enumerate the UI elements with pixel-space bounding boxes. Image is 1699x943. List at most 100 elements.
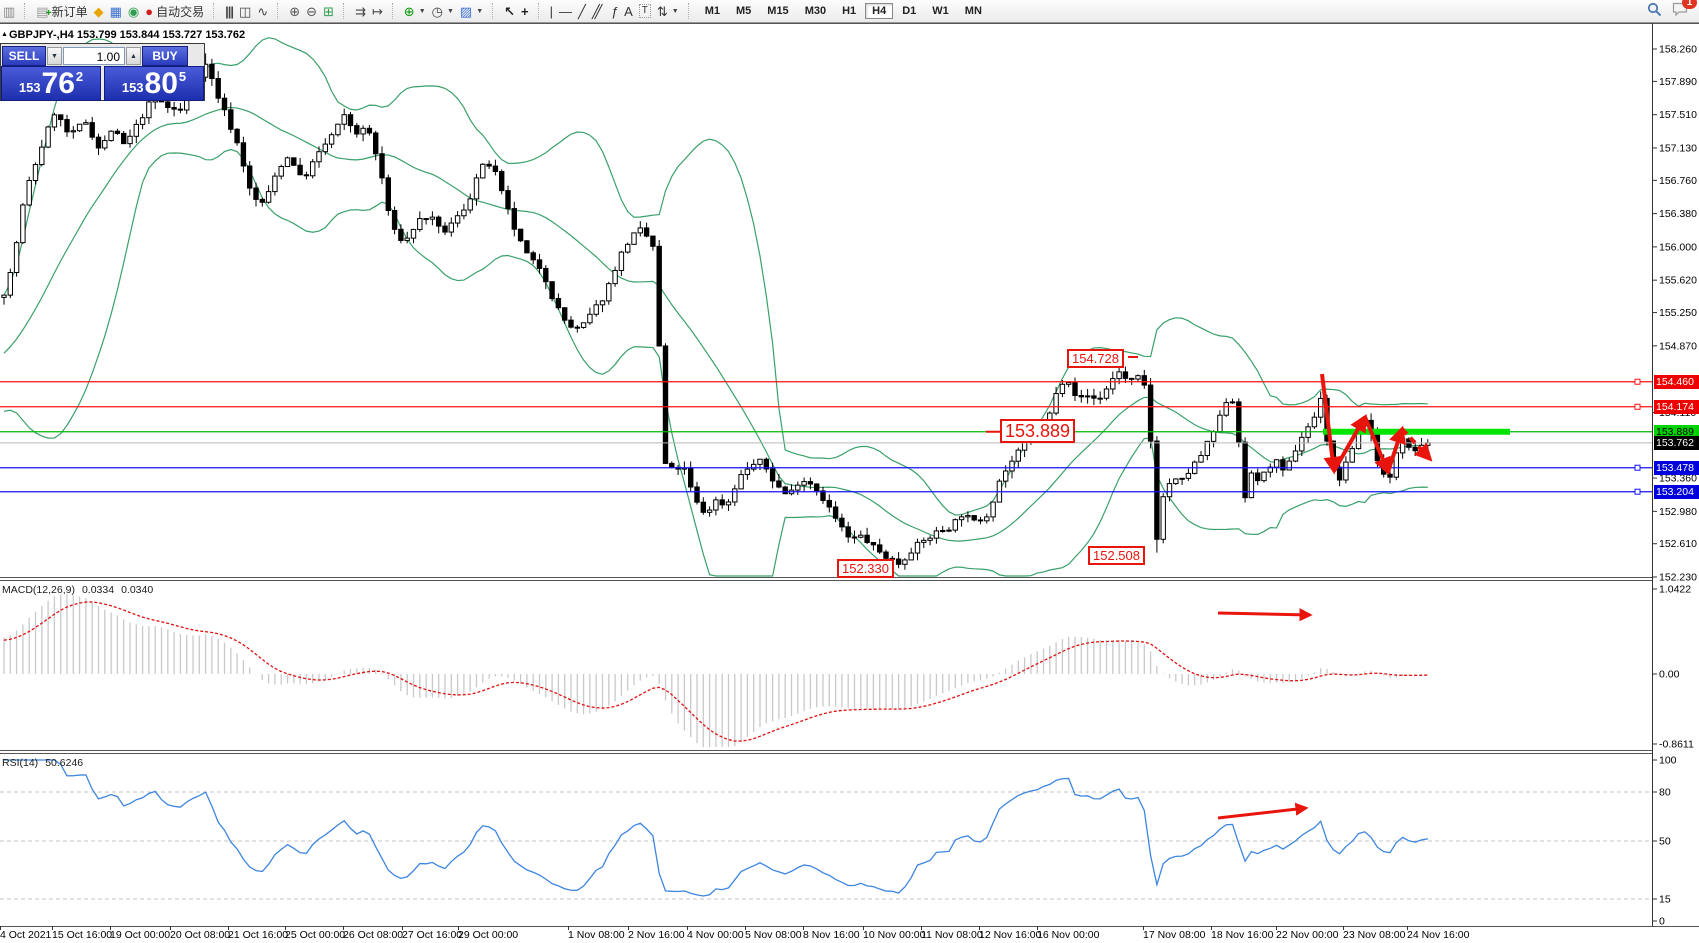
app-icon[interactable]: ▥ (0, 2, 18, 21)
callout-key-level[interactable]: 153.889 (1000, 419, 1076, 443)
toolbar-separator (24, 3, 29, 19)
callout-swing-low-2[interactable]: 152.508 (1088, 546, 1145, 565)
buy-price-big: 80 (144, 66, 178, 100)
navigator-button[interactable]: ◉ (125, 2, 142, 21)
symbol-ohlc-line: GBPJPY-,H4 153.799 153.844 153.727 153.7… (9, 29, 246, 41)
horizontal-line-icon: — (559, 3, 573, 19)
tab-m1[interactable]: M1 (704, 5, 720, 17)
line-chart-icon: ∿ (257, 3, 269, 19)
svg-text:23 Nov 08:00: 23 Nov 08:00 (1343, 929, 1406, 941)
tab-w1[interactable]: W1 (932, 5, 949, 17)
svg-text:24 Nov 16:00: 24 Nov 16:00 (1407, 929, 1470, 941)
svg-text:12 Nov 16:00: 12 Nov 16:00 (979, 929, 1042, 941)
text-icon: A (624, 3, 633, 19)
buy-price-panel[interactable]: 153 80 5 (104, 66, 204, 101)
svg-text:4 Oct 2021: 4 Oct 2021 (0, 929, 52, 941)
candlestick-button[interactable]: ◫ (236, 2, 254, 21)
svg-text:152.610: 152.610 (1659, 538, 1697, 550)
cursor-tool-button[interactable]: ↖ (501, 2, 518, 21)
volume-up-button[interactable]: ▲ (126, 46, 141, 65)
trade-panel-row: SELL ▼ 1.00 ▲ BUY (1, 44, 204, 66)
hline-tool-button[interactable]: — (556, 2, 575, 21)
auto-scroll-icon: ⇉ (354, 3, 366, 19)
text-label-icon: T (638, 4, 651, 18)
new-order-label: 新订单 (51, 4, 88, 19)
tab-m5[interactable]: M5 (736, 5, 752, 17)
auto-scroll-button[interactable]: ⇉ (352, 2, 369, 21)
arrows-icon: ⇅ (656, 3, 668, 19)
templates-button[interactable]: ▨ ▼ (457, 2, 486, 21)
navigator-icon: ◉ (127, 3, 140, 19)
label-tool-button[interactable]: T (636, 2, 654, 21)
periods-button[interactable]: ◷ ▼ (429, 2, 457, 21)
sell-button[interactable]: SELL (2, 45, 46, 66)
svg-text:156.380: 156.380 (1659, 208, 1697, 220)
chevron-down-icon: ▼ (476, 7, 484, 15)
svg-text:157.510: 157.510 (1659, 109, 1697, 121)
macd-value-main: 0.0334 (81, 584, 115, 596)
arrows-tool-button[interactable]: ⇅ ▼ (654, 2, 682, 21)
trendline-tool-button[interactable]: ╱ (575, 2, 589, 21)
sell-price-panel[interactable]: 153 76 2 (1, 66, 101, 101)
toolbar-separator (537, 3, 543, 19)
svg-text:157.890: 157.890 (1659, 76, 1697, 88)
svg-text:20 Oct 08:00: 20 Oct 08:00 (170, 929, 230, 941)
market-watch-icon: ▦ (109, 3, 122, 19)
text-tool-button[interactable]: A (621, 2, 636, 21)
callout-swing-low-1[interactable]: 152.330 (837, 559, 894, 578)
macd-trend-arrow (1217, 608, 1313, 622)
tab-d1[interactable]: D1 (902, 5, 917, 17)
svg-text:15 Oct 16:00: 15 Oct 16:00 (52, 929, 112, 941)
tab-h1[interactable]: H1 (842, 5, 857, 17)
indicators-button[interactable]: ⊕ ▼ (401, 2, 429, 21)
market-watch-button[interactable]: ▦ (107, 2, 125, 21)
toolbar-separator (342, 3, 348, 19)
zoom-out-button[interactable]: ⊖ (303, 2, 320, 21)
volume-input[interactable]: 1.00 (63, 46, 125, 65)
styler-button[interactable]: ◆ (91, 2, 107, 21)
search-icon (1647, 2, 1662, 17)
toolbar-separator (687, 3, 693, 19)
svg-text:15: 15 (1659, 894, 1671, 906)
crosshair-tool-button[interactable]: + (518, 2, 532, 21)
buy-button[interactable]: BUY (142, 45, 188, 66)
tab-h4[interactable]: H4 (865, 3, 894, 19)
volume-down-button[interactable]: ▼ (47, 46, 62, 65)
toolbar-separator (277, 3, 282, 19)
vline-tool-button[interactable]: | (547, 2, 556, 21)
axis-badge-key-level: 153.889 (1654, 424, 1699, 439)
channel-tool-button[interactable]: ╱╱ (589, 2, 608, 21)
svg-text:25 Oct 00:00: 25 Oct 00:00 (285, 929, 345, 941)
fibonacci-tool-button[interactable]: ƒ (608, 2, 621, 21)
tab-mn[interactable]: MN (964, 5, 982, 17)
buy-price-sup: 5 (178, 69, 187, 84)
new-order-icon: ▤ + (36, 3, 52, 19)
template-icon: ▨ (459, 3, 473, 19)
zoom-in-button[interactable]: ⊕ (286, 2, 303, 21)
zoom-in-icon: ⊕ (289, 3, 301, 19)
chart-shift-button[interactable]: ↦ (369, 2, 386, 21)
tab-m30[interactable]: M30 (804, 5, 827, 17)
search-button[interactable] (1647, 2, 1662, 20)
rsi-value: 50.6246 (45, 757, 84, 769)
rsi-trend-arrow (1217, 802, 1309, 820)
new-order-button[interactable]: ▤ + 新订单 (33, 2, 90, 21)
zigzag-annotation (1320, 373, 1433, 476)
tile-windows-button[interactable]: ⊞ (320, 2, 337, 21)
svg-text:2 Nov 16:00: 2 Nov 16:00 (628, 929, 685, 941)
callout-swing-high[interactable]: 154.728 (1067, 349, 1124, 368)
svg-text:155.620: 155.620 (1659, 275, 1697, 287)
notifications-button[interactable]: 1 (1672, 0, 1697, 20)
sell-price-big: 76 (41, 66, 75, 100)
svg-text:152.980: 152.980 (1659, 506, 1697, 518)
tab-m15[interactable]: M15 (767, 5, 789, 17)
bar-chart-button[interactable]: ||| (222, 2, 236, 21)
toolbar-separator (213, 3, 218, 19)
axis-badge-resistance-1: 154.460 (1654, 374, 1699, 389)
cursor-icon: ↖ (504, 3, 516, 19)
chevron-down-icon: ▼ (446, 7, 454, 15)
autotrade-button[interactable]: ● 自动交易 (142, 2, 207, 21)
svg-text:4 Nov 00:00: 4 Nov 00:00 (687, 929, 744, 941)
line-chart-button[interactable]: ∿ (254, 2, 271, 21)
